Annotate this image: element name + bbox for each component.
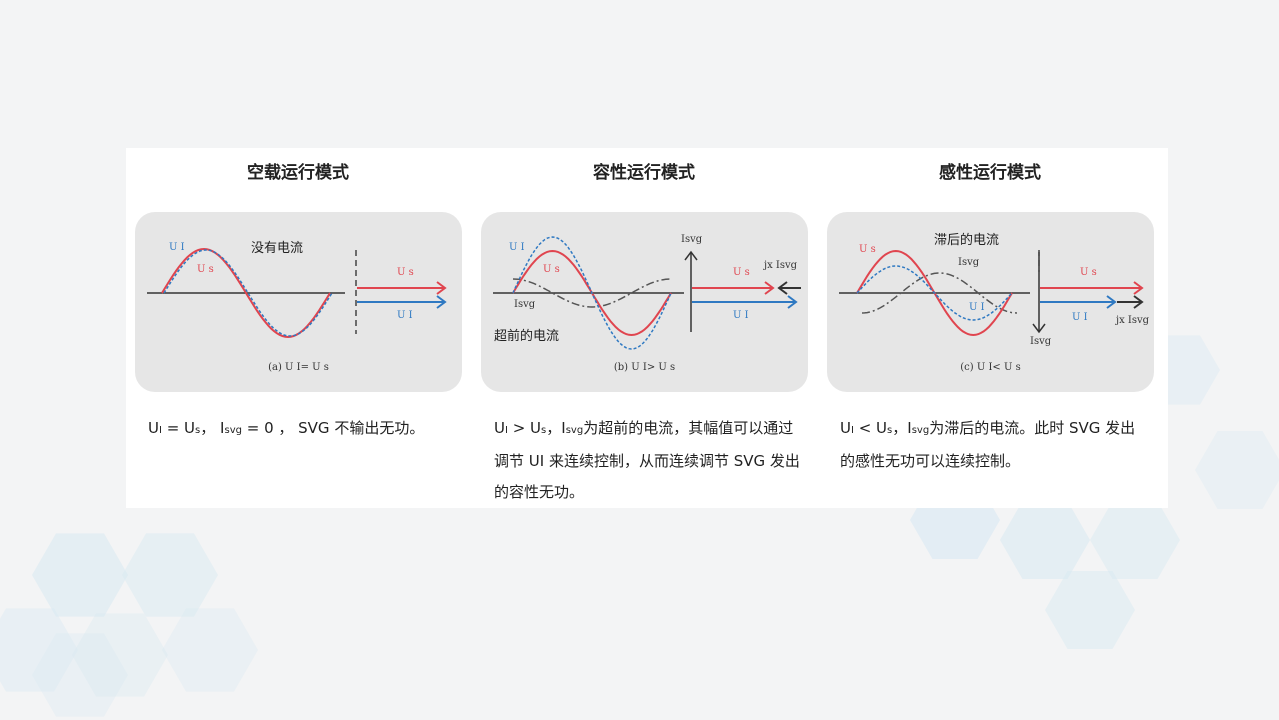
desc-us: U: [184, 419, 196, 437]
title-capacitive-mode: 容性运行模式: [593, 163, 695, 183]
hexagon-decoration: [1090, 501, 1180, 579]
diagram-capacitive: U I U s Isvg 超前的电流 Isvg jx Isvg U s U I …: [481, 212, 808, 392]
note-lagging-current: 滞后的电流: [934, 233, 1000, 248]
desc-rest: 为滞后的电流。此时 SVG 发出的感性无功可以连续控制。: [840, 419, 1136, 470]
desc-ui-sub: I: [158, 425, 162, 436]
caption-b: (b) U I> U s: [613, 362, 676, 373]
desc-us: U: [876, 419, 888, 437]
hexagon-decoration: [122, 533, 218, 617]
label-us-arrow: U s: [733, 267, 750, 278]
desc-i-sub: svg: [565, 425, 584, 436]
desc-op: >: [507, 419, 531, 437]
desc-i: I: [220, 419, 225, 437]
desc-i: I: [907, 419, 912, 437]
hexagon-decoration: [1045, 571, 1135, 649]
waveform-capacitive: [493, 236, 801, 350]
label-us-arrow: U s: [1080, 267, 1097, 278]
desc-ui: U: [494, 419, 505, 437]
label-ui: U I: [169, 242, 185, 253]
label-ui: U I: [509, 242, 525, 253]
desc-sep: ，: [200, 419, 216, 437]
wave-isvg: [861, 272, 1018, 314]
hexagon-decoration: [162, 608, 258, 692]
wave-ui: [512, 236, 672, 350]
desc-rest: 为超前的电流，其幅值可以通过调节 UI 来连续控制，从而连续调节 SVG 发出的…: [494, 419, 800, 501]
label-ui: U I: [969, 302, 985, 313]
wave-ui: [856, 265, 1013, 321]
hexagon-decoration: [1000, 501, 1090, 579]
desc-ui: U: [148, 419, 159, 437]
title-no-load-mode: 空载运行模式: [247, 163, 349, 183]
title-inductive-mode: 感性运行模式: [939, 163, 1041, 183]
label-jx-isvg: jx Isvg: [1116, 315, 1150, 326]
hexagon-decoration: [72, 613, 168, 697]
desc-ui-sub: I: [850, 425, 854, 436]
desc-ui-sub: I: [504, 425, 508, 436]
phasor-jx-isvg-head: [777, 281, 788, 295]
isvg-axis-arrow-head: [684, 250, 698, 261]
phasor-us-head: [1133, 281, 1144, 295]
hexagon-decoration: [0, 608, 78, 692]
desc-sep: ，: [892, 419, 908, 437]
note-no-current: 没有电流: [251, 241, 304, 256]
desc-us: U: [530, 419, 542, 437]
label-us: U s: [543, 264, 560, 275]
wave-isvg: [512, 278, 672, 308]
label-isvg-axis: Isvg: [1030, 336, 1052, 347]
hexagon-decoration: [32, 633, 128, 717]
desc-op: <: [853, 419, 877, 437]
caption-c: (c) U I< U s: [960, 362, 1021, 373]
desc-us-sub: s: [195, 425, 201, 436]
label-us: U s: [197, 264, 214, 275]
description-no-load: UI = Us， Isvg = 0 ， SVG 不输出无功。: [148, 413, 458, 446]
label-isvg: Isvg: [958, 257, 980, 268]
note-leading-current: 超前的电流: [494, 329, 560, 344]
phasor-us-head: [436, 281, 447, 295]
waveform-no-load: [147, 247, 447, 339]
label-ui-arrow: U I: [1072, 312, 1088, 323]
phasor-ui-head: [787, 295, 798, 309]
phasor-jx-isvg-head: [1133, 295, 1144, 309]
phasor-ui-head: [436, 295, 447, 309]
desc-us-sub: s: [541, 425, 547, 436]
desc-op: =: [161, 419, 185, 437]
hexagon-decoration: [32, 533, 128, 617]
phasor-ui-head: [1106, 295, 1117, 309]
description-inductive: UI < Us，Isvg为滞后的电流。此时 SVG 发出的感性无功可以连续控制。: [840, 413, 1150, 477]
label-ui-arrow: U I: [397, 310, 413, 321]
label-ui-arrow: U I: [733, 310, 749, 321]
label-us-arrow: U s: [397, 267, 414, 278]
diagram-inductive: 滞后的电流 U s Isvg U I Isvg jx Isvg U s U I …: [827, 212, 1154, 392]
label-jx-isvg: jx Isvg: [764, 260, 798, 271]
label-isvg-axis: Isvg: [681, 234, 703, 245]
desc-i-sub: svg: [911, 425, 930, 436]
description-capacitive: UI > Us，Isvg为超前的电流，其幅值可以通过调节 UI 来连续控制，从而…: [494, 413, 804, 508]
desc-rest: = 0 ， SVG 不输出无功。: [241, 419, 425, 437]
desc-us-sub: s: [887, 425, 893, 436]
caption-a: (a) U I= U s: [268, 362, 329, 373]
label-isvg: Isvg: [514, 299, 536, 310]
waveform-inductive: [839, 249, 1144, 337]
diagram-no-load: 没有电流 U I U s U s U I (a) U I= U s: [135, 212, 462, 392]
wave-ui: [163, 249, 333, 337]
desc-sep: ，: [546, 419, 562, 437]
slide-content: 空载运行模式 没有电流 U I U s U s U I (a) U I= U s…: [126, 148, 1168, 508]
phasor-us-head: [764, 281, 775, 295]
isvg-axis-arrow-head: [1032, 323, 1046, 334]
hexagon-decoration: [1195, 431, 1279, 509]
desc-ui: U: [840, 419, 851, 437]
desc-i: I: [561, 419, 566, 437]
desc-i-sub: svg: [224, 425, 242, 436]
label-us: U s: [859, 244, 876, 255]
